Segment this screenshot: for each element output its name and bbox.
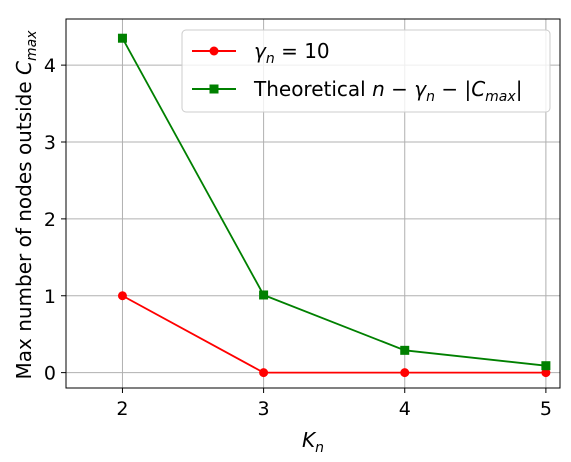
series-1-point-3: [541, 361, 551, 371]
y-axis-ticks: 0 1 2 3 4: [44, 55, 66, 385]
plot-frame: [65, 18, 561, 389]
x-tick-label-1: 3: [258, 398, 270, 420]
y-tick-label-3: 3: [44, 132, 56, 154]
series-1-line: [121, 37, 546, 367]
x-tick-label-3: 5: [540, 398, 552, 420]
legend-box: [181, 29, 551, 113]
series-lines: [121, 37, 546, 374]
series-0-point-0: [117, 291, 127, 301]
y-tick-label-0: 0: [44, 363, 56, 385]
x-axis-label: Kn: [302, 428, 324, 456]
series-0-point-3: [541, 368, 551, 378]
legend: γn = 10 Theoretical n − γn − |Cmax|: [181, 29, 551, 113]
series-1-point-0: [117, 33, 127, 43]
series-1-point-2: [400, 345, 410, 355]
series-0-line: [122, 294, 546, 374]
legend-marker-red: [209, 46, 219, 56]
y-axis-label: Max number of nodes outside Cmax: [12, 30, 40, 380]
series-0-point-2: [400, 368, 410, 378]
legend-entry-green: Theoretical n − γn − |Cmax|: [192, 77, 522, 105]
legend-marker-green: [209, 84, 219, 94]
y-tick-label-2: 2: [44, 209, 56, 231]
y-tick-label-1: 1: [44, 286, 56, 308]
x-tick-label-2: 4: [399, 398, 411, 420]
legend-entry-red: γn = 10: [192, 39, 330, 67]
series-1-point-1: [259, 290, 269, 300]
legend-label-green: Theoretical n − γn − |Cmax|: [253, 77, 522, 105]
series-0-point-1: [259, 368, 269, 378]
series-markers: [117, 33, 551, 378]
x-tick-label-0: 2: [116, 398, 128, 420]
x-axis-ticks: 2 3 4 5: [116, 388, 552, 420]
y-tick-label-4: 4: [44, 55, 56, 77]
legend-label-red: γn = 10: [254, 39, 330, 67]
